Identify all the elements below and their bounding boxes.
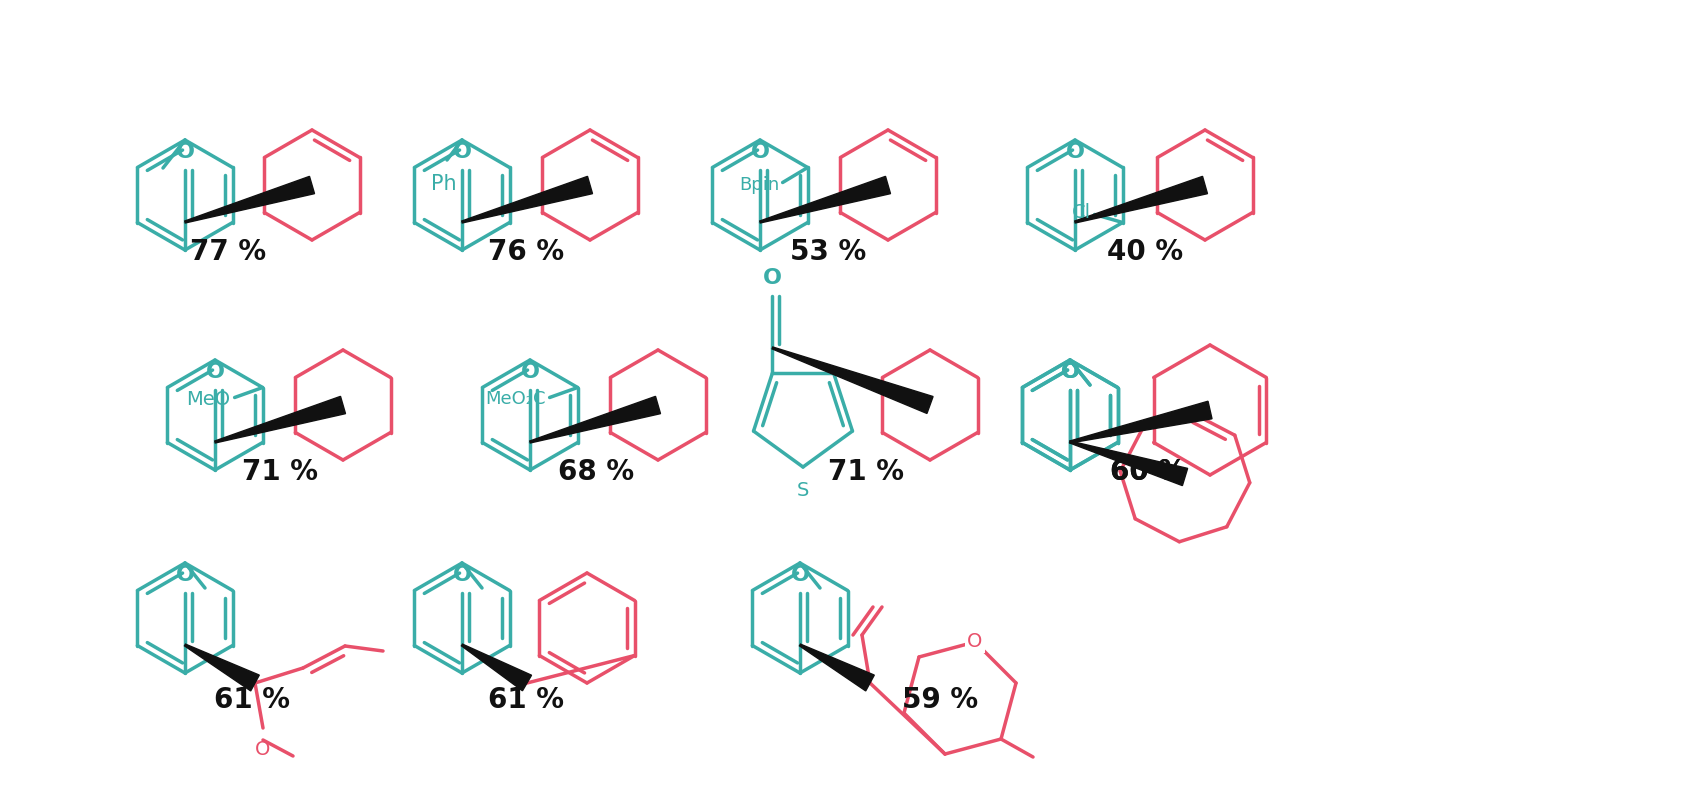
Text: 40 %: 40 %: [1106, 238, 1183, 266]
Text: O: O: [1060, 362, 1079, 382]
Polygon shape: [773, 347, 933, 413]
Text: 60 %: 60 %: [1110, 458, 1186, 486]
Text: 53 %: 53 %: [790, 238, 866, 266]
Text: O: O: [206, 362, 225, 382]
Polygon shape: [759, 176, 890, 223]
Text: O: O: [762, 268, 781, 288]
Text: 71 %: 71 %: [242, 458, 318, 486]
Text: O: O: [790, 565, 810, 585]
Text: O: O: [175, 565, 194, 585]
Text: O: O: [255, 740, 271, 759]
Polygon shape: [800, 644, 875, 691]
Text: O: O: [453, 565, 471, 585]
Text: O: O: [175, 142, 194, 162]
Text: O: O: [1060, 362, 1079, 382]
Text: 68 %: 68 %: [558, 458, 635, 486]
Polygon shape: [1074, 176, 1207, 223]
Polygon shape: [529, 397, 660, 443]
Polygon shape: [1071, 401, 1212, 443]
Polygon shape: [186, 176, 315, 223]
Polygon shape: [461, 644, 531, 691]
Polygon shape: [214, 397, 346, 443]
Text: 71 %: 71 %: [827, 458, 904, 486]
Text: 60 %: 60 %: [1110, 458, 1186, 486]
Polygon shape: [461, 176, 592, 223]
Text: Bpin: Bpin: [739, 176, 780, 195]
Text: 61 %: 61 %: [488, 686, 563, 714]
Text: S: S: [797, 481, 808, 500]
Text: Cl: Cl: [1072, 203, 1091, 222]
Text: 61 %: 61 %: [214, 686, 289, 714]
Text: O: O: [751, 142, 769, 162]
Text: O: O: [453, 142, 471, 162]
Text: 77 %: 77 %: [191, 238, 266, 266]
Text: 76 %: 76 %: [488, 238, 563, 266]
Polygon shape: [1071, 441, 1188, 486]
Text: O: O: [1065, 142, 1084, 162]
Text: Ph: Ph: [431, 174, 456, 194]
Text: 59 %: 59 %: [902, 686, 979, 714]
Text: MeO: MeO: [187, 390, 231, 409]
Text: O: O: [967, 633, 982, 651]
Text: MeO₂C: MeO₂C: [485, 390, 546, 409]
Text: O: O: [521, 362, 540, 382]
Polygon shape: [184, 644, 259, 691]
